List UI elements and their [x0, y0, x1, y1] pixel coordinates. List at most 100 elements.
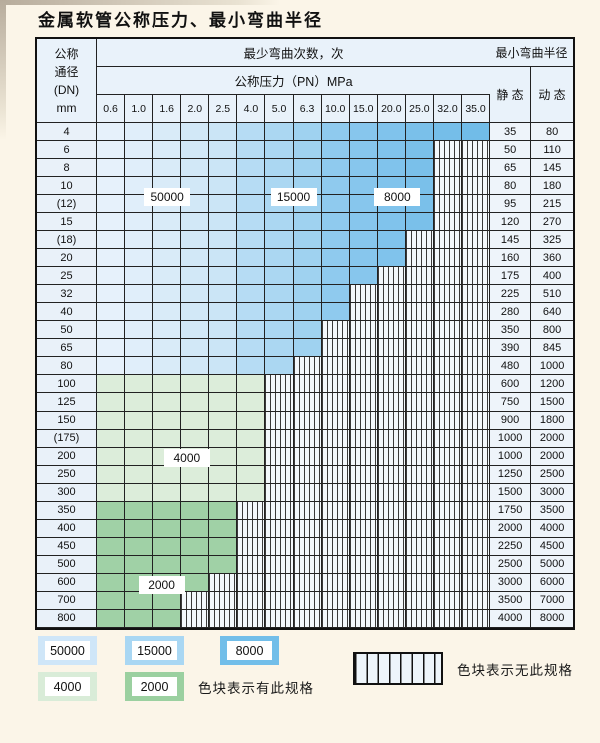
spec-cell — [349, 123, 378, 142]
static-value: 3000 — [490, 573, 532, 592]
no-spec-cell — [433, 321, 463, 340]
spec-cell — [349, 177, 378, 196]
table-row: (18) 145 325 — [37, 231, 574, 250]
no-spec-cell — [321, 555, 350, 574]
no-spec-cell — [433, 249, 463, 268]
no-spec-cell — [433, 447, 463, 466]
no-spec-cell — [377, 465, 406, 484]
no-spec-cell — [405, 375, 434, 394]
spec-cell — [153, 375, 182, 394]
spec-cell — [209, 357, 238, 376]
spec-cell — [97, 303, 126, 322]
static-value: 600 — [490, 375, 532, 394]
no-spec-cell — [349, 339, 378, 358]
static-value: 95 — [490, 195, 532, 214]
no-spec-cell — [321, 591, 350, 610]
spec-cell — [321, 303, 350, 322]
spec-cell — [125, 393, 154, 412]
spec-cell — [97, 177, 126, 196]
pressure-header-cell: 35.0 — [462, 95, 491, 123]
pressure-header-cell: 10.0 — [321, 95, 350, 123]
spec-cell — [405, 141, 434, 160]
dynamic-value: 5000 — [531, 555, 574, 574]
spec-cell — [97, 321, 126, 340]
spec-cell — [125, 123, 154, 142]
dn-cell: (175) — [37, 429, 97, 448]
table-row: 4 35 80 — [37, 123, 574, 142]
dynamic-header: 动 态 — [531, 67, 573, 123]
dynamic-value: 80 — [531, 123, 574, 142]
no-spec-cell — [433, 591, 463, 610]
spec-cell — [125, 411, 154, 430]
spec-cell — [125, 555, 154, 574]
spec-cell — [237, 465, 266, 484]
spec-cell — [97, 195, 126, 214]
spec-cell — [209, 321, 238, 340]
no-spec-cell — [377, 483, 406, 502]
spec-cell — [153, 465, 182, 484]
no-spec-cell — [433, 267, 463, 286]
no-spec-cell — [462, 249, 491, 268]
page-title: 金属软管公称压力、最小弯曲半径 — [38, 11, 323, 31]
spec-cell — [237, 177, 266, 196]
spec-cell — [265, 159, 294, 178]
no-spec-cell — [377, 429, 406, 448]
dn-cell: 6 — [37, 141, 97, 160]
spec-cell — [321, 159, 350, 178]
no-spec-cell — [462, 213, 491, 232]
spec-cell — [377, 123, 406, 142]
table-row: 32 225 510 — [37, 285, 574, 304]
no-spec-cell — [349, 537, 378, 556]
spec-cell — [209, 429, 238, 448]
spec-cell — [97, 519, 126, 538]
dynamic-value: 145 — [531, 159, 574, 178]
no-spec-cell — [321, 573, 350, 592]
spec-cell — [153, 537, 182, 556]
no-spec-cell — [462, 465, 491, 484]
no-spec-cell — [433, 177, 463, 196]
spec-cell — [209, 159, 238, 178]
dn-cell: 500 — [37, 555, 97, 574]
table-row: 450 2250 4500 — [37, 537, 574, 556]
pressure-header-cell: 15.0 — [349, 95, 378, 123]
no-spec-cell — [349, 357, 378, 376]
no-spec-cell — [293, 375, 322, 394]
no-spec-cell — [433, 429, 463, 448]
no-spec-cell — [433, 339, 463, 358]
static-value: 80 — [490, 177, 532, 196]
pressure-header-cell: 6.3 — [293, 95, 322, 123]
spec-cell — [181, 537, 210, 556]
no-spec-cell — [293, 465, 322, 484]
no-spec-cell — [377, 537, 406, 556]
pressure-header-cell: 1.6 — [153, 95, 182, 123]
no-spec-cell — [462, 231, 491, 250]
spec-cell — [153, 303, 182, 322]
spec-cell — [181, 375, 210, 394]
legend-item-8000: 8000 — [220, 636, 279, 665]
no-spec-cell — [265, 375, 294, 394]
table-row: 250 1250 2500 — [37, 465, 574, 484]
static-value: 350 — [490, 321, 532, 340]
static-value: 2000 — [490, 519, 532, 538]
spec-cell — [181, 141, 210, 160]
dn-cell: 4 — [37, 123, 97, 142]
dynamic-value: 1000 — [531, 357, 574, 376]
no-spec-cell — [321, 411, 350, 430]
dynamic-value: 2500 — [531, 465, 574, 484]
legend-item-value: 15000 — [132, 641, 177, 660]
no-spec-cell — [433, 141, 463, 160]
no-spec-cell — [293, 393, 322, 412]
no-spec-cell — [462, 375, 491, 394]
spec-cell — [321, 195, 350, 214]
dn-cell: 400 — [37, 519, 97, 538]
static-header: 静 态 — [490, 67, 531, 123]
table-row: 20 160 360 — [37, 249, 574, 268]
spec-cell — [209, 303, 238, 322]
table-row: 300 1500 3000 — [37, 483, 574, 502]
spec-cell — [293, 141, 322, 160]
table-row: 500 2500 5000 — [37, 555, 574, 574]
dynamic-value: 4500 — [531, 537, 574, 556]
no-spec-cell — [433, 213, 463, 232]
no-spec-cell — [265, 573, 294, 592]
no-spec-cell — [181, 609, 210, 628]
